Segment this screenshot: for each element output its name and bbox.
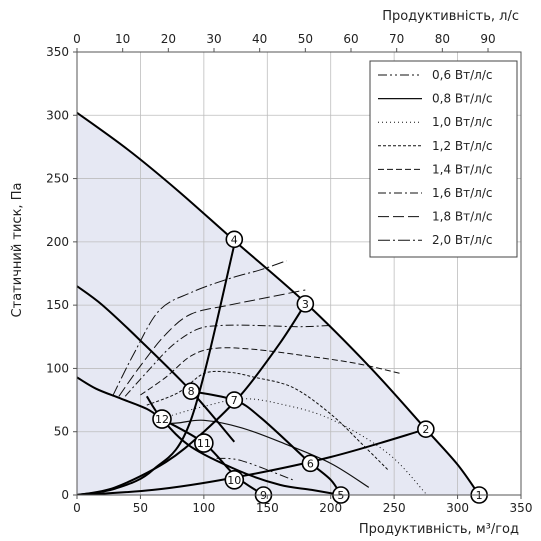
point-label: 12 bbox=[155, 413, 169, 426]
point-circle bbox=[182, 382, 200, 401]
point-marker-12: 12 bbox=[152, 409, 172, 429]
x-tick-label: 350 bbox=[510, 501, 533, 515]
series-line-1 bbox=[216, 457, 293, 481]
point-label: 7 bbox=[231, 394, 238, 407]
point-label: 2 bbox=[422, 423, 429, 436]
x2-tick-label: 50 bbox=[298, 32, 313, 46]
point-circle bbox=[417, 420, 435, 438]
legend-label: 1,8 Вт/л/с bbox=[432, 210, 492, 224]
point-label: 8 bbox=[188, 385, 195, 398]
fan-curve-8 bbox=[161, 418, 265, 495]
y-tick-label: 100 bbox=[46, 361, 69, 375]
point-circle bbox=[194, 433, 214, 453]
legend-box bbox=[369, 60, 518, 258]
plot-frame bbox=[76, 51, 522, 496]
x2-tick-label: 20 bbox=[161, 32, 176, 46]
series-line-8 bbox=[112, 260, 287, 397]
x2-axis-title: Продуктивність, л/с bbox=[382, 9, 519, 24]
x2-tick-label: 60 bbox=[343, 32, 358, 46]
x2-tick-label: 70 bbox=[389, 32, 404, 46]
y-tick-label: 150 bbox=[46, 298, 69, 312]
point-label: 6 bbox=[307, 457, 314, 470]
point-marker-6: 6 bbox=[301, 454, 320, 473]
point-marker-4: 4 bbox=[225, 230, 244, 249]
legend-label: 1,0 Вт/л/с bbox=[432, 115, 492, 129]
x-tick-label: 100 bbox=[192, 501, 215, 515]
legend-label: 1,4 Вт/л/с bbox=[432, 162, 492, 176]
x2-tick-label: 0 bbox=[73, 32, 81, 46]
fan-curve-5 bbox=[77, 239, 237, 495]
point-label: 3 bbox=[302, 298, 309, 311]
legend-label: 0,6 Вт/л/с bbox=[432, 68, 492, 82]
x-axis-title: Продуктивність, м³/год bbox=[359, 522, 519, 537]
fan-curve-3 bbox=[77, 376, 163, 420]
y-tick-label: 50 bbox=[54, 425, 69, 439]
y-tick-label: 300 bbox=[46, 108, 69, 122]
point-marker-7: 7 bbox=[225, 391, 244, 409]
point-circle bbox=[152, 409, 172, 429]
x2-tick-label: 80 bbox=[435, 32, 450, 46]
y-tick-label: 0 bbox=[61, 488, 69, 502]
series-line-7 bbox=[118, 289, 306, 397]
x2-tick-label: 10 bbox=[115, 32, 130, 46]
point-circle bbox=[225, 391, 244, 409]
series-line-5 bbox=[140, 347, 401, 396]
point-marker-8: 8 bbox=[182, 382, 200, 401]
fan-curve-9 bbox=[190, 390, 312, 465]
x-tick-label: 200 bbox=[319, 501, 342, 515]
point-marker-11: 11 bbox=[194, 433, 214, 453]
working-region bbox=[77, 112, 480, 495]
y-tick-label: 250 bbox=[46, 172, 69, 186]
point-marker-2: 2 bbox=[417, 420, 435, 438]
point-label: 4 bbox=[231, 233, 238, 246]
point-marker-10: 10 bbox=[224, 470, 245, 490]
fan-curve-4 bbox=[77, 303, 307, 495]
series-line-6 bbox=[124, 324, 331, 397]
series-line-2 bbox=[159, 419, 370, 488]
x-tick-label: 0 bbox=[73, 501, 81, 515]
x-tick-label: 50 bbox=[133, 501, 148, 515]
legend-label: 2,0 Вт/л/с bbox=[432, 233, 492, 247]
x2-tick-label: 40 bbox=[252, 32, 267, 46]
legend-label: 1,6 Вт/л/с bbox=[432, 186, 492, 200]
point-marker-3: 3 bbox=[296, 295, 315, 313]
point-circle bbox=[296, 295, 315, 313]
legend: 0,6 Вт/л/с 0,8 Вт/л/с 1,0 Вт/л/с 1,2 Вт/л/с… bbox=[369, 60, 518, 258]
legend-label: 0,8 Вт/л/с bbox=[432, 92, 492, 106]
point-label: 11 bbox=[197, 437, 211, 450]
x-tick-label: 300 bbox=[446, 501, 469, 515]
x2-tick-label: 30 bbox=[206, 32, 221, 46]
x2-tick-label: 90 bbox=[480, 32, 495, 46]
point-circle bbox=[224, 470, 245, 490]
point-label: 10 bbox=[227, 474, 241, 487]
x-tick-label: 150 bbox=[256, 501, 279, 515]
legend-label: 1,2 Вт/л/с bbox=[432, 139, 492, 153]
y-axis-title: Статичний тиск, Па bbox=[10, 183, 25, 318]
point-circle bbox=[225, 230, 244, 249]
y-tick-label: 350 bbox=[46, 45, 69, 59]
point-circle bbox=[301, 454, 320, 473]
fan-curve-2 bbox=[77, 285, 236, 443]
x-tick-label: 250 bbox=[383, 501, 406, 515]
y-tick-label: 200 bbox=[46, 235, 69, 249]
